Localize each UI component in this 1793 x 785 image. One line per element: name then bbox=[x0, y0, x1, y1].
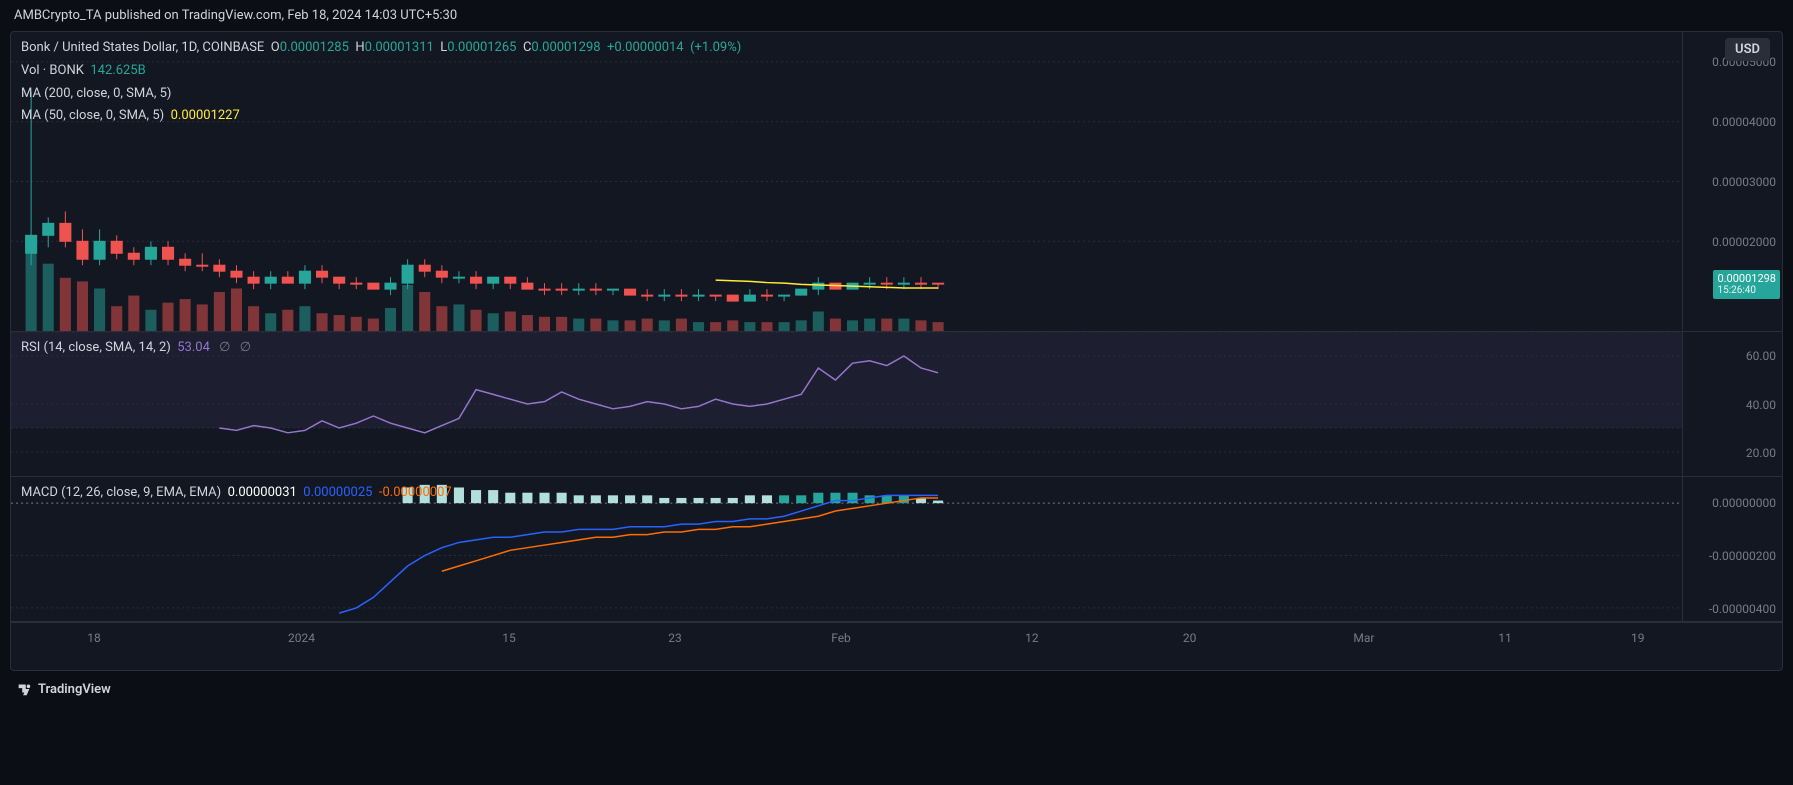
price-tag-value: 0.00001298 bbox=[1717, 272, 1776, 285]
rsi-label: RSI (14, close, SMA, 14, 2) bbox=[21, 340, 171, 355]
macd-label: MACD (12, 26, close, 9, EMA, EMA) bbox=[21, 485, 221, 500]
tradingview-text: TradingView bbox=[38, 682, 111, 697]
ohlc-close: 0.00001298 bbox=[531, 40, 600, 55]
publish-header: AMBCrypto_TA published on TradingView.co… bbox=[0, 0, 1793, 31]
currency-toggle[interactable]: USD bbox=[1725, 38, 1770, 61]
ohlc-open: 0.00001285 bbox=[280, 40, 349, 55]
time-axis-tick: 15 bbox=[502, 631, 516, 645]
rsi-y-tick: 20.00 bbox=[1746, 446, 1776, 460]
time-axis[interactable]: 18 2024 15 23 Feb 12 20 Mar 11 19 bbox=[11, 622, 1782, 656]
rsi-legend: RSI (14, close, SMA, 14, 2) 53.04 ∅ ∅ bbox=[21, 338, 251, 359]
price-y-tick: 0.00004000 bbox=[1712, 115, 1776, 129]
volume-value: 142.625B bbox=[90, 63, 145, 78]
macd-val-hist: 0.00000031 bbox=[228, 485, 297, 500]
current-price-tag: 0.0000129815:26:40 bbox=[1713, 270, 1780, 299]
macd-y-tick: -0.00000200 bbox=[1709, 549, 1776, 563]
time-axis-tick: 2024 bbox=[288, 631, 315, 645]
time-axis-tick: 18 bbox=[87, 631, 101, 645]
ohlc-change-abs: +0.00000014 bbox=[607, 40, 684, 55]
ma50-value: 0.00001227 bbox=[171, 108, 240, 123]
rsi-panel: RSI (14, close, SMA, 14, 2) 53.04 ∅ ∅ 60… bbox=[11, 332, 1782, 477]
ohlc-o-label: O bbox=[271, 40, 280, 55]
volume-label: Vol · BONK bbox=[21, 63, 84, 78]
macd-y-tick: -0.00000400 bbox=[1709, 602, 1776, 616]
rsi-y-axis[interactable]: 60.00 40.00 20.00 bbox=[1682, 332, 1782, 476]
time-axis-tick: 20 bbox=[1183, 631, 1197, 645]
chart-container: USD Bonk / United States Dollar, 1D, COI… bbox=[10, 31, 1783, 671]
macd-val-signal: -0.00000007 bbox=[379, 485, 452, 500]
price-y-axis[interactable]: 0.000050000.000040000.000030000.00002000… bbox=[1682, 32, 1782, 331]
price-y-tick: 0.00003000 bbox=[1712, 175, 1776, 189]
tradingview-icon bbox=[16, 681, 32, 697]
time-axis-tick: 19 bbox=[1631, 631, 1645, 645]
macd-y-axis[interactable]: 0.00000000 -0.00000200 -0.00000400 bbox=[1682, 477, 1782, 621]
rsi-chart-svg bbox=[11, 332, 1682, 476]
time-axis-tick: Mar bbox=[1353, 631, 1374, 645]
rsi-value: 53.04 bbox=[177, 340, 210, 355]
price-panel: Bonk / United States Dollar, 1D, COINBAS… bbox=[11, 32, 1782, 332]
rsi-null-1: ∅ bbox=[219, 340, 230, 355]
ohlc-h-label: H bbox=[355, 40, 364, 55]
time-axis-tick: 11 bbox=[1498, 631, 1512, 645]
rsi-null-2: ∅ bbox=[240, 340, 251, 355]
ohlc-change-pct: (+1.09%) bbox=[690, 40, 741, 55]
ohlc-low: 0.00001265 bbox=[447, 40, 516, 55]
tradingview-logo[interactable]: TradingView bbox=[0, 671, 1793, 707]
rsi-y-tick: 40.00 bbox=[1746, 398, 1776, 412]
macd-val-macd: 0.00000025 bbox=[303, 485, 372, 500]
macd-legend: MACD (12, 26, close, 9, EMA, EMA) 0.0000… bbox=[21, 483, 452, 504]
time-axis-tick: 23 bbox=[668, 631, 682, 645]
price-legend: Bonk / United States Dollar, 1D, COINBAS… bbox=[21, 38, 741, 129]
symbol-label: Bonk / United States Dollar, 1D, COINBAS… bbox=[21, 40, 264, 55]
rsi-y-tick: 60.00 bbox=[1746, 349, 1776, 363]
time-axis-tick: Feb bbox=[831, 631, 851, 645]
ma50-label: MA (50, close, 0, SMA, 5) bbox=[21, 108, 164, 123]
ohlc-high: 0.00001311 bbox=[365, 40, 434, 55]
time-axis-tick: 12 bbox=[1025, 631, 1039, 645]
rsi-chart-area[interactable] bbox=[11, 332, 1682, 476]
macd-panel: MACD (12, 26, close, 9, EMA, EMA) 0.0000… bbox=[11, 477, 1782, 622]
price-y-tick: 0.00002000 bbox=[1712, 235, 1776, 249]
macd-y-tick: 0.00000000 bbox=[1712, 496, 1776, 510]
ma200-label: MA (200, close, 0, SMA, 5) bbox=[21, 84, 741, 105]
price-tag-time: 15:26:40 bbox=[1717, 285, 1776, 297]
